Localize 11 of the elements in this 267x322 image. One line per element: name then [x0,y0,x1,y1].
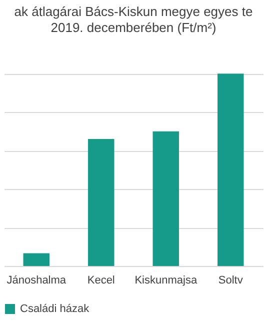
bar [88,139,114,266]
x-tick-label: Kecel [87,274,115,286]
bar [152,131,179,266]
bar [218,74,244,266]
chart-subtitle: 2019. decemberében (Ft/m²) [50,20,216,35]
x-tick-label: Jánoshalma [6,274,67,286]
chart-title: ak átlagárai Bács-Kiskun megye egyes te [14,4,253,19]
x-tick-label: Soltv [218,274,244,286]
legend-label: Családi házak [20,303,90,315]
bar [23,253,50,266]
x-tick-label: Kiskunmajsa [134,274,198,286]
